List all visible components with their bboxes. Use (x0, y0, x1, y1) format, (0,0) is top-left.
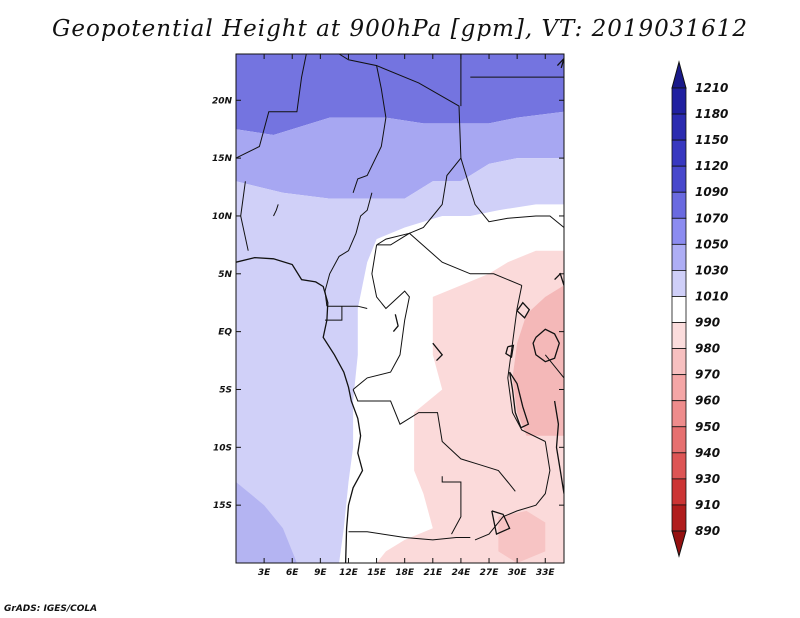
axis-ticks: 3E 6E 9E 12E 15E 18E 21E 24E 27E 30E 33E 20N 15N 10N 5… (212, 54, 564, 578)
x-tick-label: 21E (423, 568, 443, 578)
x-tick-label: 24E (452, 568, 472, 578)
y-tick-label: EQ (218, 328, 232, 338)
legend-swatch (671, 139, 687, 167)
legend-swatch (671, 400, 687, 428)
legend-swatch (671, 165, 687, 193)
coastline (505, 344, 515, 359)
legend-label: 1120 (695, 159, 728, 173)
legend-swatch (671, 270, 687, 297)
coastline (432, 342, 444, 362)
x-tick-label: 30E (508, 568, 528, 578)
region-east-lower (512, 285, 564, 436)
border-line (326, 305, 368, 309)
region-southwest-low (236, 482, 297, 563)
legend-label: 1030 (695, 263, 728, 277)
legend-label: 1090 (695, 185, 728, 199)
region-east-low (376, 250, 564, 563)
legend-arrow-bottom (671, 530, 687, 558)
coastline (556, 58, 564, 69)
shaded-regions (236, 54, 564, 563)
legend-swatch (671, 452, 687, 480)
legend-label: 1070 (695, 211, 728, 225)
chart-title: Geopotential Height at 900hPa [gpm], VT:… (52, 16, 748, 42)
x-tick-label: 33E (536, 568, 556, 578)
border-line (236, 54, 307, 159)
legend-label: 970 (695, 368, 720, 382)
region-west-band (236, 158, 564, 563)
border-line (507, 285, 546, 442)
legend-label: 960 (695, 394, 720, 408)
legend-label: 1050 (695, 237, 728, 251)
border-line (376, 232, 522, 286)
legend-swatch (671, 217, 687, 245)
legend-swatch (671, 504, 687, 532)
legend-swatch (671, 426, 687, 454)
border-line (352, 389, 516, 492)
legend-swatch (671, 322, 687, 349)
x-tick-label: 9E (314, 568, 327, 578)
x-tick-label: 12E (339, 568, 359, 578)
y-tick-label: 15N (212, 154, 233, 164)
x-tick-label: 18E (395, 568, 415, 578)
border-line (544, 354, 564, 379)
legend-arrow-top (671, 60, 687, 89)
legend-label: 1210 (695, 81, 728, 95)
border-line (474, 441, 551, 541)
coastline (516, 301, 531, 319)
legend-swatch (671, 87, 687, 115)
x-tick-label: 27E (480, 568, 500, 578)
coastline (532, 328, 560, 363)
coastline (392, 314, 399, 333)
legend-swatch (671, 374, 687, 402)
colorbar-legend: 1210 1180 1150 1120 1090 1070 1050 1030 1010 990 9… (671, 60, 728, 558)
region-north-high (236, 54, 564, 135)
border-line (338, 54, 387, 193)
coastline (236, 256, 364, 563)
region-north-mid (236, 111, 564, 199)
border-line (273, 204, 279, 217)
y-tick-label: 10N (212, 212, 233, 222)
border-line (441, 476, 462, 535)
map-frame (235, 53, 565, 564)
x-tick-label: 15E (367, 568, 387, 578)
border-line (325, 306, 343, 321)
border-line (348, 531, 471, 541)
y-tick-label: 20N (212, 96, 233, 106)
country-borders (236, 54, 564, 541)
coastlines (236, 58, 564, 563)
legend-label: 980 (695, 342, 720, 356)
x-tick-label: 3E (258, 568, 271, 578)
legend-label: 990 (695, 316, 720, 330)
y-tick-label: 10S (213, 443, 232, 453)
legend-label: 950 (695, 420, 720, 434)
legend-swatch (671, 348, 687, 376)
y-tick-label: 15S (213, 501, 232, 511)
legend-label: 1010 (695, 289, 728, 303)
coastline (553, 400, 564, 494)
legend-swatch (671, 243, 687, 271)
legend-label: 940 (695, 446, 720, 460)
legend-label: 930 (695, 472, 720, 486)
legend-swatch (671, 191, 687, 219)
legend-swatch (671, 296, 687, 323)
coastline (491, 510, 511, 536)
border-line (324, 192, 373, 307)
y-tick-label: 5S (219, 385, 232, 395)
region-south-pocket (498, 510, 546, 563)
legend-label: 1180 (695, 107, 728, 121)
coastline (508, 371, 530, 429)
border-line (352, 244, 410, 390)
grads-credit: GrADS: IGES/COLA (4, 604, 98, 614)
legend-swatch (671, 113, 687, 141)
x-tick-label: 6E (286, 568, 299, 578)
border-line (460, 157, 564, 228)
legend-label: 910 (695, 498, 720, 512)
legend-label: 890 (695, 524, 720, 538)
y-tick-label: 5N (218, 270, 232, 280)
border-line (376, 65, 462, 246)
legend-label: 1150 (695, 133, 728, 147)
legend-swatch (671, 478, 687, 506)
